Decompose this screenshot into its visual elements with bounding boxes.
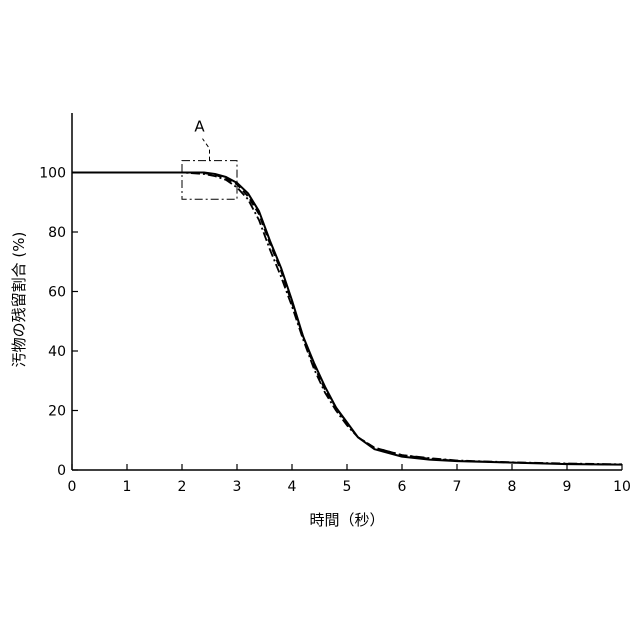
annotation-label: A	[194, 118, 205, 136]
axes: 012345678910020406080100時間（秒）汚物の残留割合 (%)	[10, 113, 631, 529]
y-tick-label: 60	[48, 285, 66, 301]
x-tick-label: 0	[68, 479, 77, 495]
x-tick-label: 5	[343, 479, 352, 495]
x-tick-label: 4	[288, 479, 297, 495]
y-tick-label: 80	[48, 225, 66, 241]
x-tick-label: 7	[453, 479, 462, 495]
series-group	[72, 173, 622, 465]
y-tick-label: 40	[48, 344, 66, 360]
annotation-group: A	[182, 118, 237, 200]
y-axis-title: 汚物の残留割合 (%)	[10, 232, 28, 368]
x-tick-label: 2	[178, 479, 187, 495]
y-tick-label: 20	[48, 404, 66, 420]
y-tick-label: 0	[57, 463, 66, 479]
x-tick-label: 8	[508, 479, 517, 495]
y-tick-label: 100	[39, 166, 66, 182]
x-tick-label: 3	[233, 479, 242, 495]
x-axis-title: 時間（秒）	[309, 511, 384, 529]
annotation-leader	[203, 139, 210, 161]
x-tick-label: 6	[398, 479, 407, 495]
x-tick-label: 9	[563, 479, 572, 495]
series-line-solid	[72, 173, 622, 465]
x-tick-label: 1	[123, 479, 132, 495]
series-line-dash-dot	[72, 173, 622, 465]
x-tick-label: 10	[613, 479, 631, 495]
